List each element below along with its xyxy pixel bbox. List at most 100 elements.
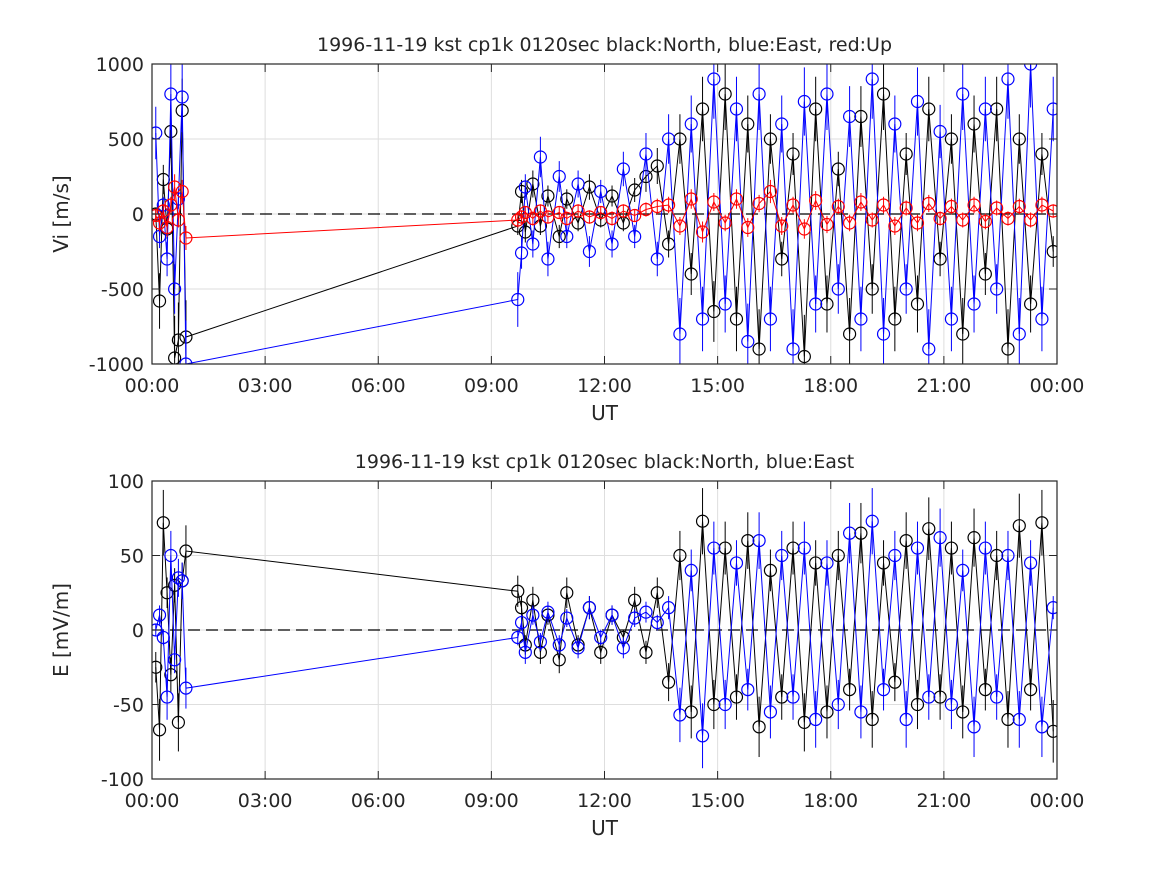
data-point (673, 548, 687, 563)
data-point (1012, 199, 1026, 214)
data-point (843, 327, 857, 341)
data-point (820, 705, 834, 719)
data-point (899, 533, 913, 548)
x-tick-label: 03:00 (238, 375, 293, 397)
data-point (160, 220, 174, 235)
data-point (854, 526, 868, 540)
data-point (1046, 724, 1057, 738)
data-point (831, 162, 845, 176)
y-tick-label: 100 (108, 471, 144, 493)
data-point (673, 132, 687, 146)
data-point (843, 216, 857, 230)
data-point (797, 349, 811, 364)
data-point (171, 333, 185, 347)
data-point (518, 645, 532, 659)
data-point (843, 682, 857, 697)
data-point (763, 312, 778, 326)
data-point (707, 195, 721, 209)
data-point (990, 282, 1004, 296)
data-point (910, 297, 925, 311)
data-point (967, 297, 981, 311)
data-point (650, 586, 664, 600)
data-point (1046, 204, 1057, 218)
y-tick-label: -1000 (89, 354, 144, 376)
y-axis-label: E [mV/m] (49, 583, 73, 677)
data-point (1035, 147, 1049, 161)
y-tick-label: 0 (132, 620, 144, 642)
data-point (1024, 64, 1038, 71)
data-point (741, 220, 755, 235)
data-point (775, 690, 789, 704)
x-tick-label: 15:00 (690, 790, 745, 812)
data-point (673, 219, 687, 233)
data-point (899, 282, 913, 296)
data-point (152, 723, 167, 737)
x-tick-label: 03:00 (238, 790, 293, 812)
data-point (533, 150, 547, 164)
data-point (775, 548, 789, 563)
data-point (160, 586, 174, 600)
data-point (956, 87, 970, 101)
data-point (605, 608, 619, 622)
data-point (541, 210, 555, 224)
data-point (560, 611, 574, 625)
data-point (1035, 198, 1049, 212)
series-line-east (155, 64, 1054, 364)
data-point (152, 660, 163, 674)
y-tick-label: -100 (101, 769, 144, 791)
y-tick-label: 0 (132, 204, 144, 226)
x-axis-label: UT (591, 401, 619, 425)
data-point (628, 208, 642, 223)
data-point (990, 201, 1004, 215)
data-point (944, 132, 959, 146)
data-point (922, 196, 936, 211)
x-tick-label: 15:00 (690, 375, 745, 397)
data-point (594, 184, 608, 199)
data-point (628, 229, 642, 244)
data-point (628, 611, 642, 625)
data-point (168, 282, 182, 296)
x-tick-label: 21:00 (916, 375, 971, 397)
data-point (1012, 519, 1026, 533)
data-point (541, 605, 555, 619)
data-point (160, 690, 174, 704)
data-point (673, 327, 687, 341)
data-point (910, 216, 925, 230)
y-tick-label: 500 (108, 129, 144, 151)
data-point (662, 198, 676, 212)
data-point (552, 638, 566, 652)
data-point (729, 556, 744, 570)
data-point (511, 584, 525, 598)
data-point (809, 556, 823, 570)
x-tick-label: 18:00 (803, 375, 858, 397)
data-point (171, 213, 185, 227)
data-point (944, 697, 959, 712)
data-point (616, 641, 630, 655)
data-point (775, 252, 789, 266)
data-point (978, 102, 992, 116)
x-tick-label: 09:00 (464, 790, 519, 812)
data-point (752, 196, 766, 211)
data-point (865, 213, 879, 227)
data-point (775, 117, 789, 131)
data-point (967, 720, 981, 734)
x-tick-label: 00:00 (125, 790, 180, 812)
data-point (933, 531, 947, 545)
data-point (175, 184, 189, 199)
data-point (718, 697, 732, 712)
data-point (763, 563, 778, 578)
data-point (168, 351, 182, 364)
data-point (831, 199, 845, 214)
data-point (967, 531, 981, 545)
data-point (854, 109, 868, 124)
data-point (741, 334, 755, 349)
data-point (571, 641, 585, 655)
data-point (933, 252, 947, 266)
data-point (1012, 132, 1026, 146)
data-point (888, 675, 902, 689)
data-point (582, 601, 597, 615)
data-point (831, 282, 845, 296)
data-point (718, 541, 732, 555)
data-point (876, 87, 891, 101)
